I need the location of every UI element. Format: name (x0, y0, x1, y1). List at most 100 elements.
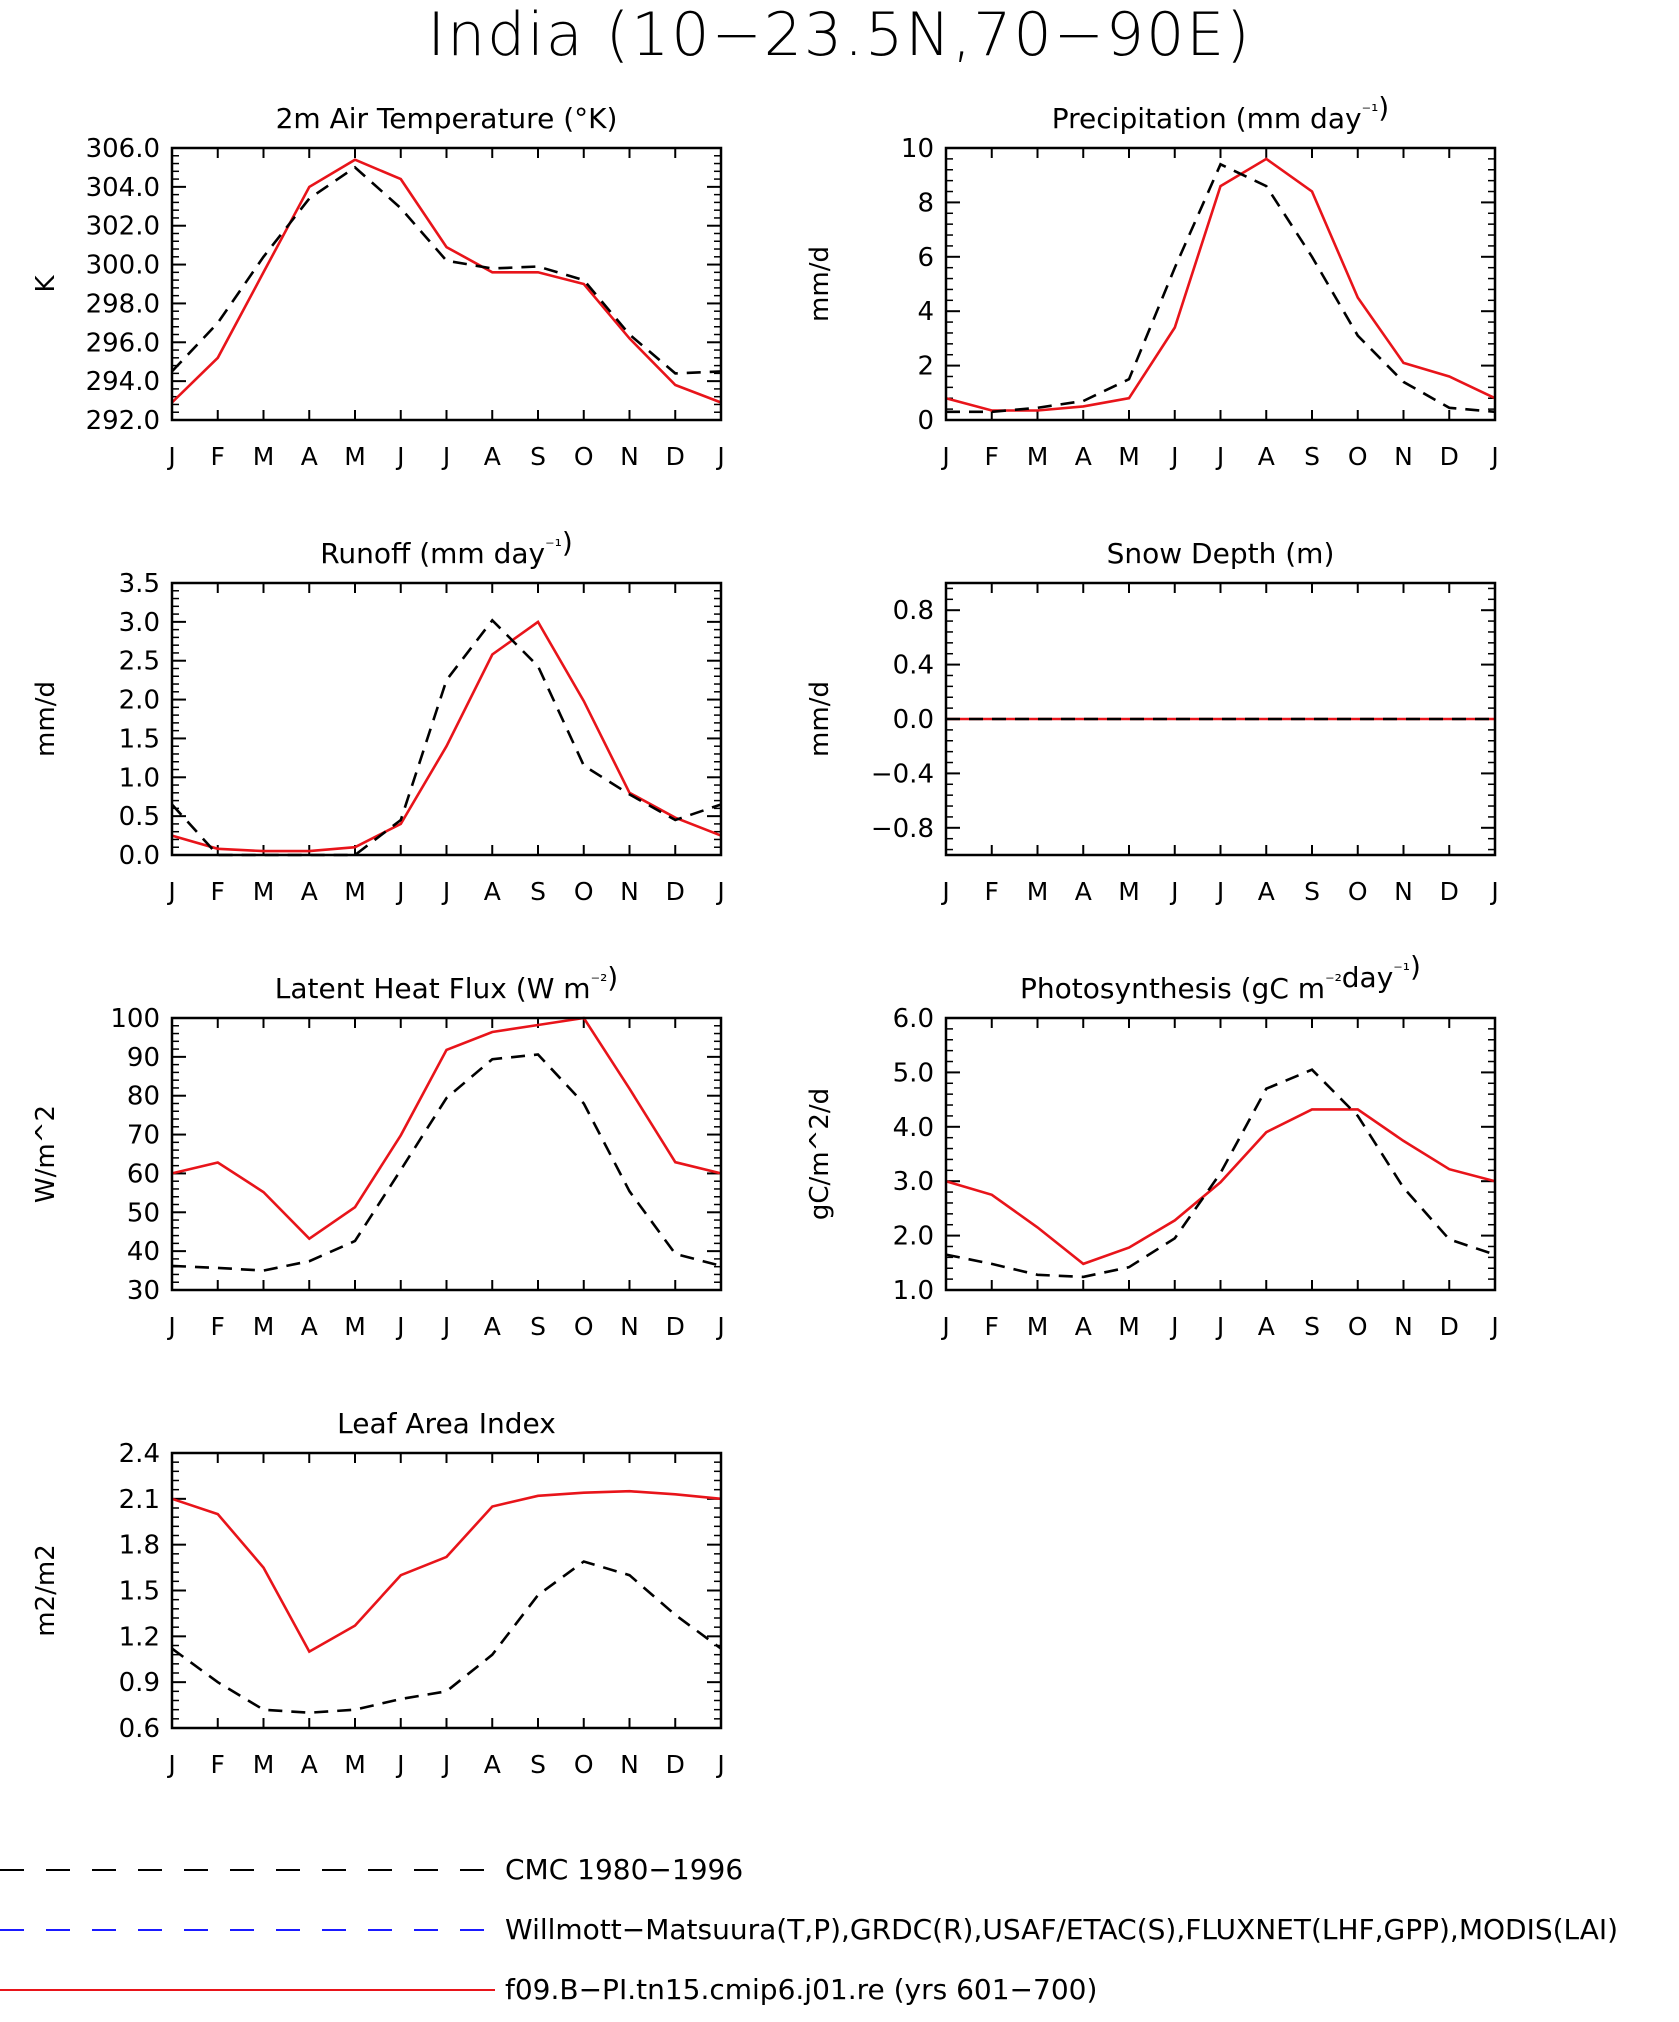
x-tick-label: J (1489, 877, 1498, 906)
x-tick-label: A (301, 1750, 318, 1779)
y-tick-label: 3.0 (893, 1167, 934, 1197)
y-tick-label: 80 (127, 1082, 160, 1112)
x-tick-label: S (1304, 877, 1320, 906)
x-tick-label: N (620, 442, 639, 471)
y-tick-label: 302.0 (86, 212, 160, 242)
x-tick-label: M (344, 442, 366, 471)
y-tick-label: 4.0 (893, 1113, 934, 1143)
x-tick-label: A (1075, 442, 1092, 471)
series-line-model (171, 1016, 722, 1241)
y-tick-label: 304.0 (86, 173, 160, 203)
y-tick-label: 70 (127, 1121, 160, 1151)
plot-frame (170, 146, 723, 422)
x-tick-label: M (1027, 442, 1049, 471)
x-tick-label: A (484, 877, 501, 906)
y-tick-label: 0.0 (893, 705, 934, 735)
series-line-obs (171, 1560, 722, 1715)
legend-row-obs-cmc: CMC 1980−1996 (0, 1850, 743, 1890)
plot-frame (944, 146, 1497, 422)
chart-panel-2: Precipitation (mm day⁻¹)mm/dJ F M A M J J A S O N D… (805, 91, 1499, 471)
series-line-model (171, 620, 722, 853)
series-line-obs (171, 1053, 722, 1272)
x-tick-label: J (715, 1312, 724, 1341)
x-tick-label: J (395, 1312, 404, 1341)
x-tick-label: A (1075, 1312, 1092, 1341)
x-tick-label: D (666, 1312, 685, 1341)
chart-panel-5: Latent Heat Flux (W m⁻²)W/m^2J F M A M J J A S O N… (31, 961, 725, 1341)
x-tick-label: F (211, 1312, 225, 1341)
y-axis-label: mm/d (805, 246, 835, 322)
x-tick-label: J (1215, 1312, 1224, 1341)
y-tick-label: 0.9 (119, 1668, 160, 1698)
y-tick-label: 1.0 (893, 1276, 934, 1306)
y-tick-label: 2.0 (119, 686, 160, 716)
x-tick-label: S (1304, 1312, 1320, 1341)
series-line-obs (171, 165, 722, 375)
series-line-obs (946, 162, 1496, 414)
x-tick-label: O (574, 1312, 594, 1341)
x-tick-label: J (441, 877, 450, 906)
x-tick-label: A (301, 1312, 318, 1341)
panel-title: Snow Depth (m) (1107, 537, 1335, 570)
x-tick-label: J (715, 877, 724, 906)
x-tick-label: J (166, 442, 175, 471)
y-axis-label: mm/d (31, 681, 61, 757)
page-title: India (10−23.5N,70−90E) (427, 0, 1252, 70)
legend-label: Willmott−Matsuura(T,P),GRDC(R),USAF/ETAC… (505, 1913, 1619, 1946)
x-tick-label: A (301, 442, 318, 471)
x-tick-label: N (620, 1312, 639, 1341)
plot-frame (170, 1016, 723, 1292)
x-tick-label: J (940, 877, 949, 906)
x-tick-label: J (441, 442, 450, 471)
x-tick-label: D (1440, 1312, 1459, 1341)
x-tick-label: N (1394, 442, 1413, 471)
x-tick-label: J (395, 1750, 404, 1779)
y-tick-label: 1.2 (119, 1622, 160, 1652)
y-tick-label: 0 (917, 406, 934, 436)
series-line-obs (945, 1068, 1496, 1279)
y-tick-label: 90 (127, 1043, 160, 1073)
x-tick-label: J (1169, 877, 1178, 906)
x-tick-label: A (1258, 442, 1275, 471)
chart-panel-3: Runoff (mm day⁻¹)mm/dJ F M A M J J A S O N D J0.00.5… (31, 526, 725, 906)
x-tick-label: S (530, 442, 546, 471)
y-axis-label: m2/m2 (31, 1544, 61, 1637)
x-tick-label: F (985, 442, 999, 471)
panel-title: Runoff (mm day⁻¹) (320, 526, 573, 570)
y-tick-label: 0.6 (119, 1714, 160, 1744)
x-tick-label: J (1215, 442, 1224, 471)
y-tick-label: 1.8 (119, 1531, 160, 1561)
plot-frame (944, 581, 1497, 857)
x-tick-label: N (620, 1750, 639, 1779)
series-line-model (171, 1489, 722, 1654)
y-tick-label: 296.0 (86, 328, 160, 358)
x-tick-label: D (666, 877, 685, 906)
plot-frame (170, 581, 723, 857)
x-tick-label: D (666, 442, 685, 471)
x-tick-label: F (211, 442, 225, 471)
y-tick-label: 8 (917, 188, 934, 218)
x-tick-label: M (344, 1750, 366, 1779)
x-tick-label: A (484, 1312, 501, 1341)
panel-title: Precipitation (mm day⁻¹) (1052, 91, 1389, 135)
x-tick-label: O (1348, 1312, 1368, 1341)
x-tick-label: A (484, 1750, 501, 1779)
y-tick-label: 2 (917, 352, 934, 382)
legend-swatch-dashed-black (0, 1869, 495, 1871)
x-tick-label: M (253, 1750, 275, 1779)
x-tick-label: F (211, 877, 225, 906)
x-tick-label: J (1169, 1312, 1178, 1341)
y-tick-label: 0.4 (893, 651, 934, 681)
y-tick-label: 0.8 (893, 596, 934, 626)
legend-label: f09.B−PI.tn15.cmip6.j01.re (yrs 601−700) (505, 1973, 1098, 2006)
y-tick-label: 100 (110, 1004, 160, 1034)
x-tick-label: O (574, 877, 594, 906)
x-tick-label: S (530, 877, 546, 906)
y-tick-label: 0.0 (119, 841, 160, 871)
legend-swatch-dashed-blue (0, 1929, 495, 1931)
panel-title: Latent Heat Flux (W m⁻²) (275, 961, 618, 1005)
y-tick-label: 10 (901, 134, 934, 164)
x-tick-label: N (620, 877, 639, 906)
x-tick-label: M (1027, 1312, 1049, 1341)
